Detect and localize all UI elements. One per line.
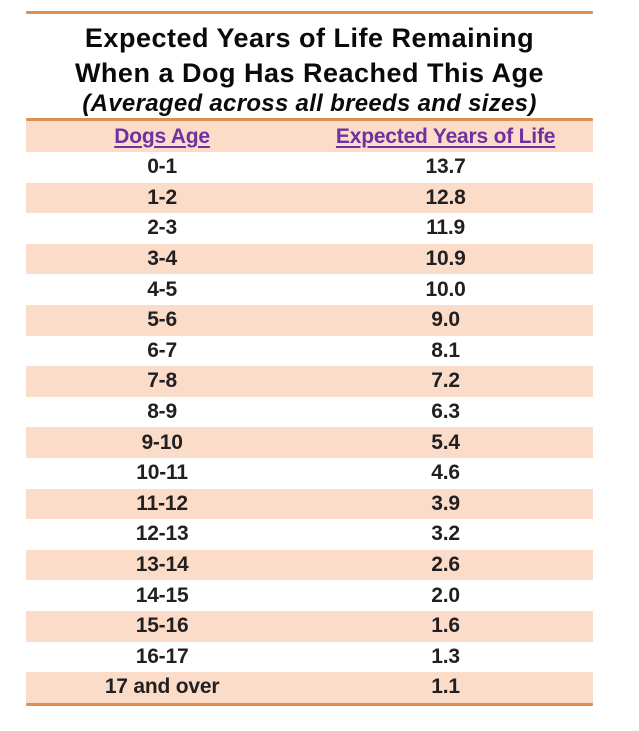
years-cell: 10.9 [425, 247, 466, 271]
years-cell: 1.3 [431, 644, 460, 668]
years-cell: 3.9 [431, 491, 460, 515]
age-cell: 16-17 [135, 644, 189, 668]
table-row: 17 and over 1.1 [26, 672, 593, 703]
table-row: 7-8 7.2 [26, 366, 593, 397]
years-cell: 2.0 [431, 583, 460, 607]
age-cell: 2-3 [147, 216, 177, 240]
age-cell: 0-1 [147, 155, 177, 179]
years-cell: 11.9 [426, 216, 466, 240]
table-header-row: Dogs Age Expected Years of Life [26, 121, 593, 152]
age-cell: 15-16 [135, 614, 189, 638]
page-subtitle: (Averaged across all breeds and sizes) [82, 90, 537, 117]
table-row: 8-9 6.3 [26, 397, 593, 428]
table-row: 11-12 3.9 [26, 488, 593, 520]
age-cell: 3-4 [147, 247, 177, 271]
table-row: 3-4 10.9 [26, 243, 593, 275]
page-title: Expected Years of Life Remaining When a … [26, 21, 593, 91]
age-cell: 10-11 [136, 461, 188, 485]
bottom-divider [26, 702, 593, 706]
age-cell: 1-2 [147, 185, 177, 209]
life-expectancy-table: Dogs Age Expected Years of Life 0-1 13.7… [26, 121, 593, 703]
table-row: 0-1 13.7 [26, 152, 593, 183]
table-body: 0-1 13.7 1-2 12.8 2-3 11.9 3-4 10.9 4-5 … [26, 152, 593, 703]
age-cell: 4-5 [147, 277, 177, 301]
table-row: 4-5 10.0 [26, 274, 593, 305]
age-cell: 12-13 [135, 522, 189, 546]
age-cell: 7-8 [147, 369, 177, 393]
age-cell: 9-10 [141, 430, 183, 454]
table-row: 12-13 3.2 [26, 519, 593, 550]
table-row: 2-3 11.9 [26, 213, 593, 244]
years-cell: 9.0 [431, 308, 460, 332]
years-cell: 3.2 [431, 522, 460, 546]
table-row: 5-6 9.0 [26, 304, 593, 336]
column-header-dogs-age[interactable]: Dogs Age [114, 124, 210, 148]
years-cell: 12.8 [425, 185, 466, 209]
age-cell: 11-12 [136, 491, 188, 515]
age-cell: 6-7 [147, 338, 177, 362]
table-row: 15-16 1.6 [26, 610, 593, 642]
years-cell: 7.2 [431, 369, 460, 393]
years-cell: 10.0 [425, 277, 466, 301]
top-divider [26, 11, 593, 14]
years-cell: 5.4 [431, 430, 460, 454]
years-cell: 2.6 [431, 553, 460, 577]
table-row: 13-14 2.6 [26, 549, 593, 581]
age-cell: 13-14 [135, 553, 189, 577]
years-cell: 6.3 [431, 400, 460, 424]
table-row: 6-7 8.1 [26, 336, 593, 367]
years-cell: 1.6 [431, 614, 460, 638]
age-cell: 14-15 [135, 583, 189, 607]
page: Expected Years of Life Remaining When a … [26, 11, 593, 706]
age-cell: 17 and over [104, 675, 220, 699]
title-line-1: Expected Years of Life Remaining [84, 23, 535, 53]
table-row: 14-15 2.0 [26, 580, 593, 611]
title-line-2: When a Dog Has Reached This Age [74, 58, 545, 88]
years-cell: 13.7 [425, 155, 466, 179]
age-cell: 8-9 [147, 400, 177, 424]
years-cell: 8.1 [431, 338, 460, 362]
table-row: 1-2 12.8 [26, 182, 593, 214]
years-cell: 1.1 [431, 675, 460, 699]
age-cell: 5-6 [147, 308, 177, 332]
table-top-divider [26, 118, 593, 121]
table-row: 9-10 5.4 [26, 427, 593, 458]
years-cell: 4.6 [431, 461, 460, 485]
table-row: 16-17 1.3 [26, 642, 593, 673]
column-header-expected-years[interactable]: Expected Years of Life [335, 124, 556, 148]
table-row: 10-11 4.6 [26, 458, 593, 489]
